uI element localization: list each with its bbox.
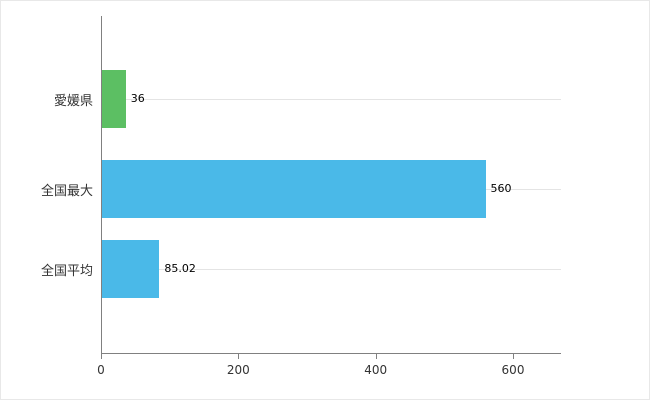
x-tick-mark — [375, 353, 377, 359]
x-tick-mark — [101, 353, 102, 359]
x-tick-mark — [238, 353, 240, 359]
x-tick-label: 400 — [364, 363, 388, 377]
y-axis-line — [101, 16, 102, 353]
category-label: 全国最大 — [40, 184, 93, 199]
value-label: 560 — [490, 182, 512, 195]
category-label: 愛媛県 — [53, 94, 93, 109]
x-tick-mark — [513, 353, 514, 359]
x-tick-label: 600 — [501, 363, 525, 377]
bar-1 — [101, 160, 486, 218]
gridline — [101, 269, 561, 270]
x-tick-label: 200 — [226, 363, 250, 377]
bar-0 — [101, 70, 126, 128]
x-axis-line — [101, 353, 561, 354]
gridline — [101, 99, 561, 100]
bar-2 — [101, 240, 160, 298]
x-tick-label: 0 — [97, 363, 105, 377]
value-label: 36 — [130, 92, 145, 105]
value-label: 85.02 — [164, 262, 196, 275]
category-label: 全国平均 — [40, 264, 93, 279]
